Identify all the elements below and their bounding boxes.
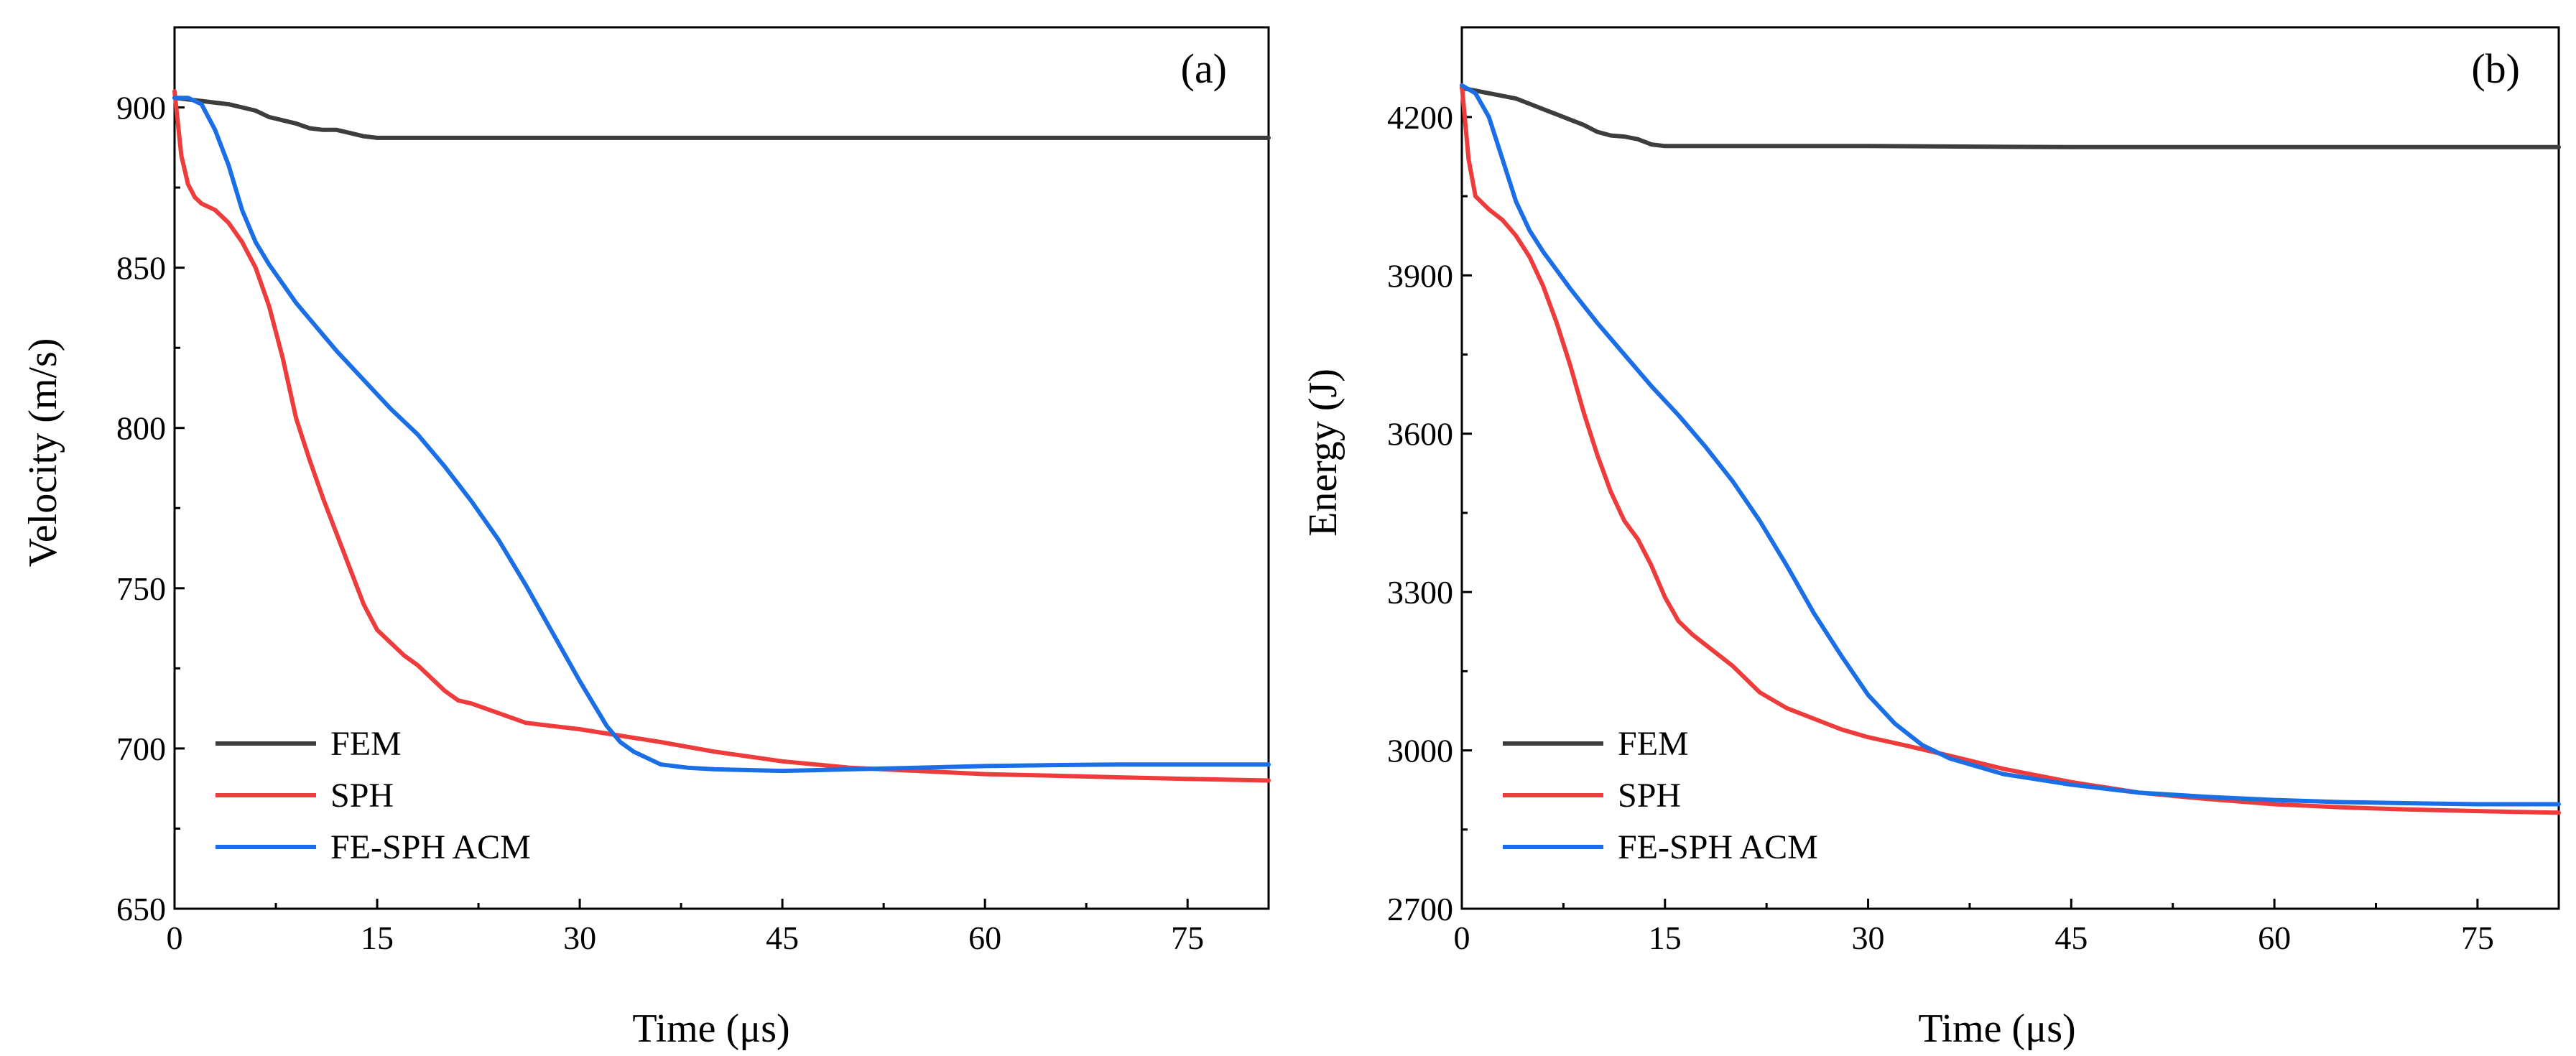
plot-frame-b — [1460, 26, 2560, 910]
legend-label: FE-SPH ACM — [1618, 828, 1818, 866]
y-tick-label: 3300 — [1387, 574, 1453, 611]
x-tick-label: 60 — [2258, 920, 2291, 956]
legend-label: SPH — [1618, 777, 1681, 815]
legend-label: FE-SPH ACM — [330, 828, 531, 866]
y-tick-label: 3000 — [1387, 733, 1453, 769]
series-line-fem — [172, 96, 1271, 140]
panel-label-b: (b) — [2471, 45, 2520, 92]
x-tick-label: 0 — [167, 920, 183, 956]
panel-label-a: (a) — [1181, 45, 1227, 92]
chart-panel-b: (b) Time (μs) Energy (J) 0 15 30 45 60 75 2700… — [1301, 26, 2561, 1051]
y-tick-label: 800 — [116, 410, 166, 447]
series-line-sph — [172, 89, 1271, 783]
x-tick-label: 45 — [2054, 920, 2088, 956]
legend-label: FEM — [330, 725, 402, 763]
y-tick-label: 850 — [116, 250, 166, 287]
legend-label: FEM — [1618, 725, 1689, 763]
series-line-sph — [1460, 83, 2561, 815]
x-tick-label: 15 — [1649, 920, 1682, 956]
x-tick-label: 30 — [1852, 920, 1885, 956]
y-tick-label: 750 — [116, 570, 166, 607]
legend-label: SPH — [330, 777, 394, 815]
y-tick-label: 650 — [116, 891, 166, 927]
y-axis-title-b: Energy (J) — [1301, 369, 1345, 537]
x-axis-title-b: Time (μs) — [1918, 1006, 2075, 1051]
y-tick-label: 3600 — [1387, 416, 1453, 453]
y-axis-title-a: Velocity (m/s) — [21, 338, 65, 568]
x-tick-label: 30 — [563, 920, 596, 956]
x-tick-label: 0 — [1454, 920, 1470, 956]
chart-panel-a: (a) Time (μs) Velocity (m/s) 0 15 30 45 60 75… — [21, 26, 1271, 1051]
x-tick-label: 75 — [2461, 920, 2494, 956]
y-tick-label: 3900 — [1387, 257, 1453, 294]
plot-frame-a — [173, 26, 1270, 910]
series-line-fe-sph-acm — [172, 96, 1271, 774]
y-tick-label: 4200 — [1387, 99, 1453, 136]
y-tick-label: 2700 — [1387, 891, 1453, 927]
x-axis-title-a: Time (μs) — [632, 1006, 789, 1051]
x-tick-label: 45 — [766, 920, 799, 956]
series-line-fem — [1460, 85, 2561, 149]
series-line-fe-sph-acm — [1460, 83, 2561, 807]
x-tick-label: 15 — [361, 920, 394, 956]
y-tick-label: 900 — [116, 90, 166, 126]
x-tick-label: 75 — [1171, 920, 1204, 956]
y-tick-label: 700 — [116, 731, 166, 767]
x-tick-label: 60 — [968, 920, 1001, 956]
